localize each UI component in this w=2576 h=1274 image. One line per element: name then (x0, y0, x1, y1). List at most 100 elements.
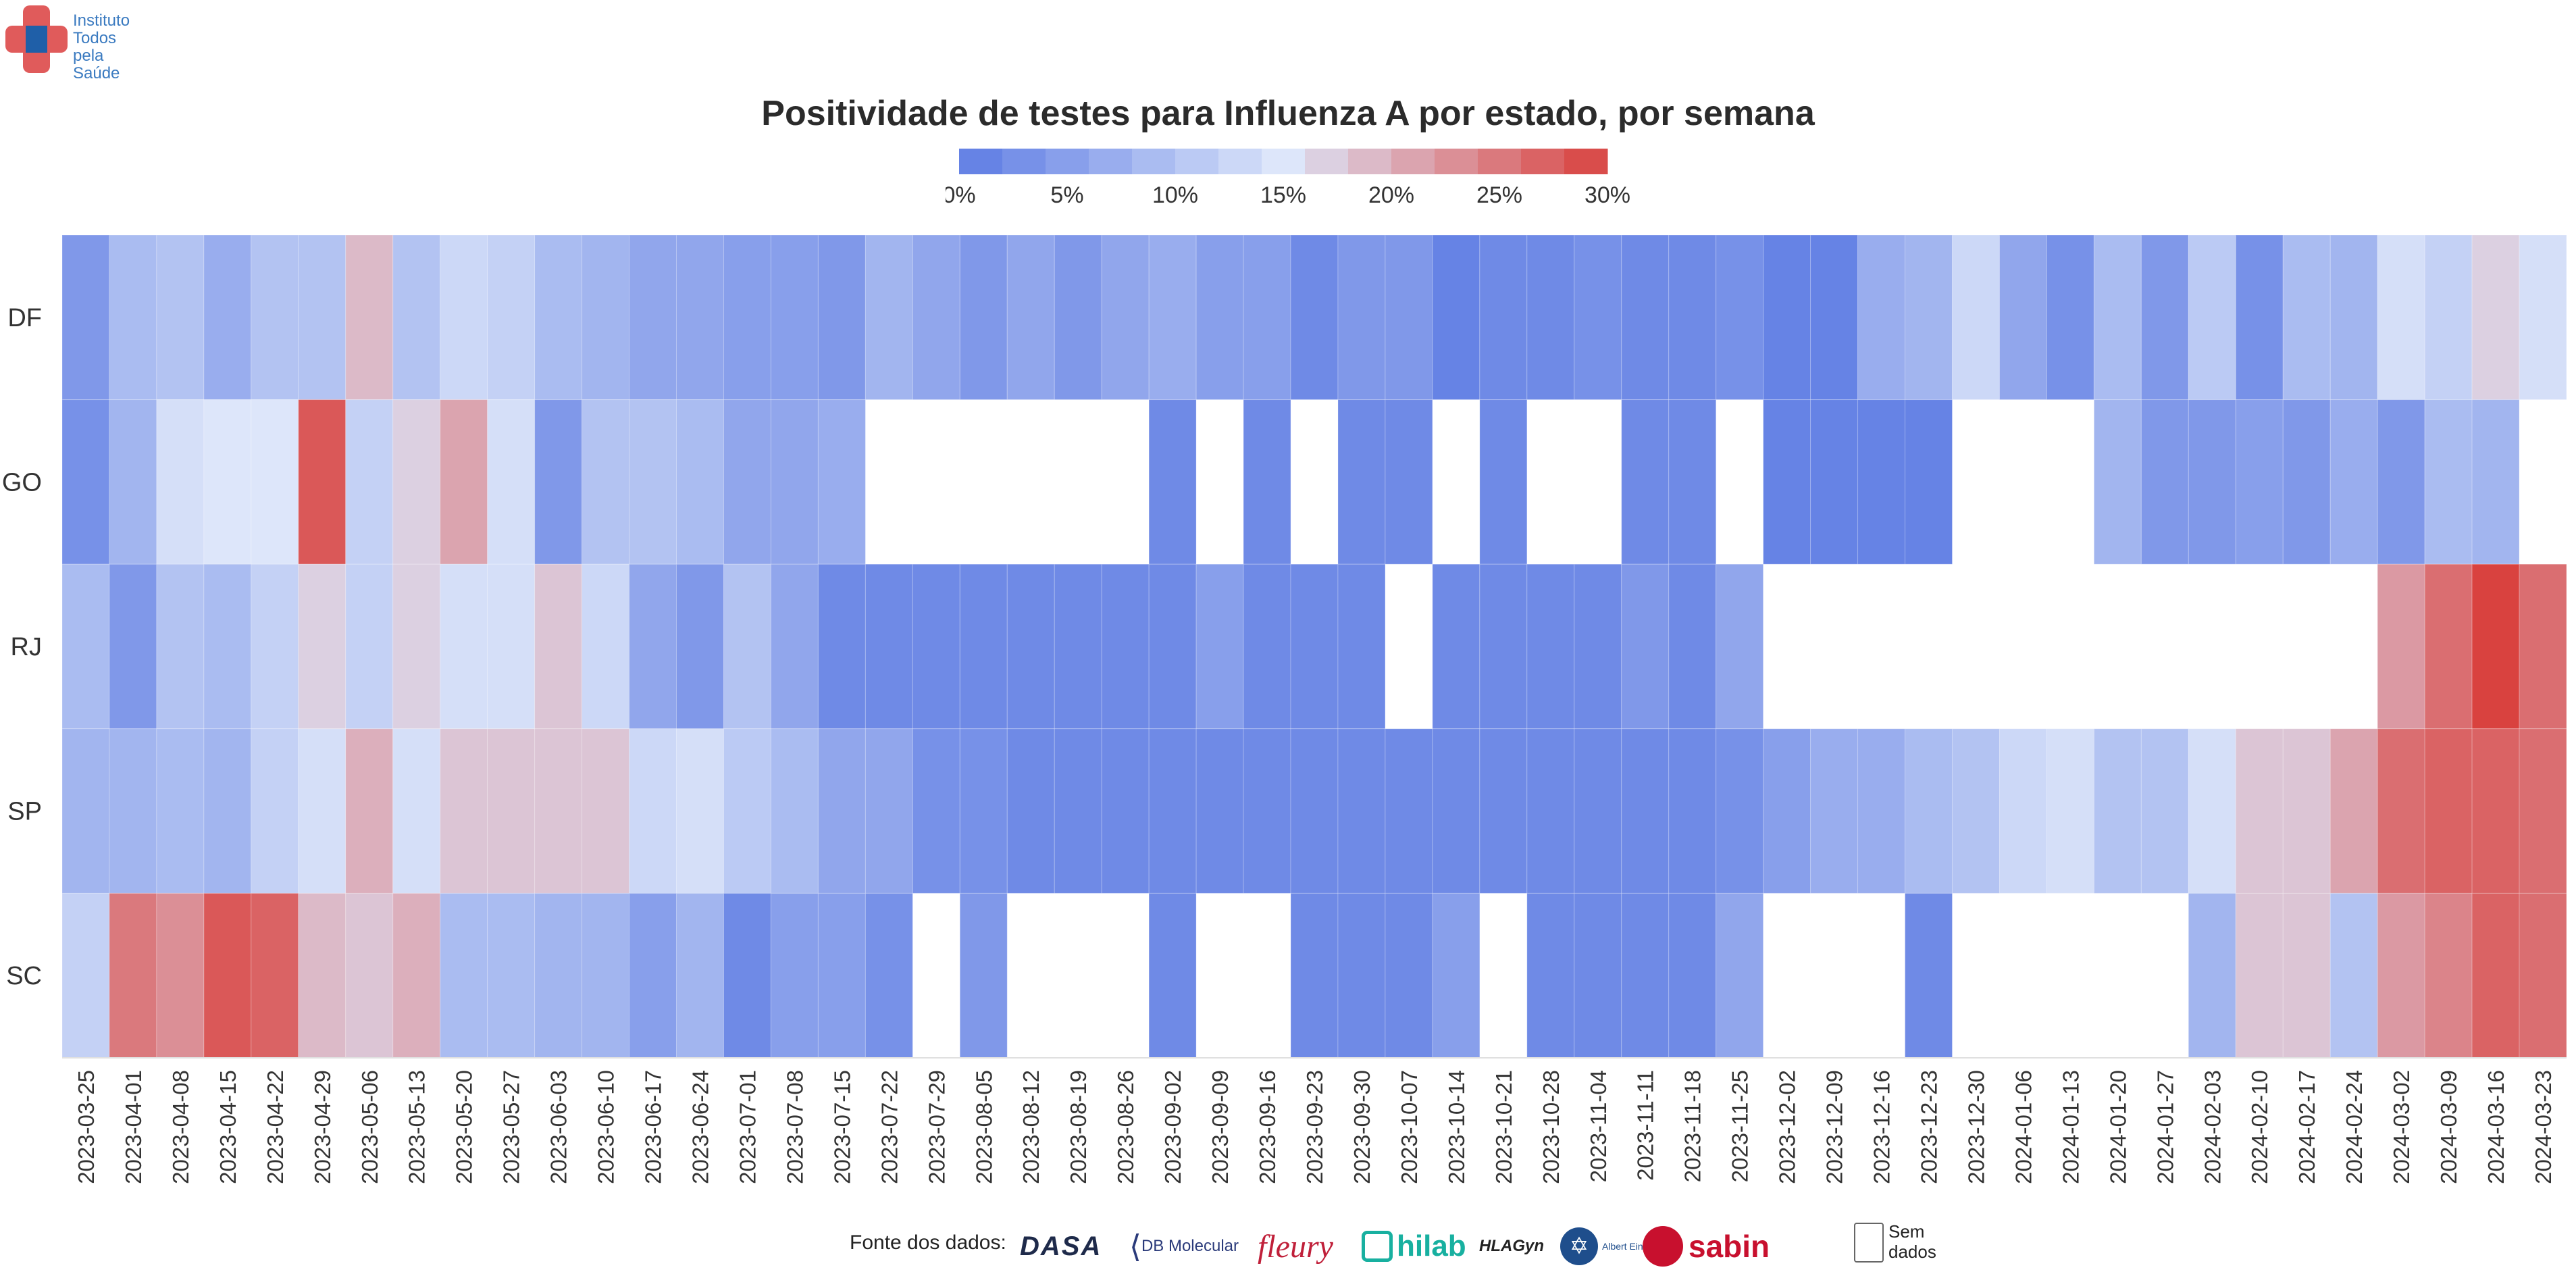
heatmap-cell (487, 234, 536, 401)
heatmap-cell (1905, 399, 1953, 565)
heatmap-cell (1054, 728, 1102, 894)
heatmap-cell (298, 563, 346, 730)
heatmap-cell (1716, 892, 1764, 1059)
heatmap-cell (1810, 399, 1859, 565)
column-label: 2023-06-24 (688, 1070, 713, 1184)
heatmap-cell (1857, 728, 1906, 894)
heatmap-cell (2093, 234, 2142, 401)
heatmap-cell (676, 892, 724, 1059)
heatmap-cell (817, 728, 866, 894)
heatmap-cell (345, 563, 394, 730)
heatmap-cell (629, 399, 677, 565)
heatmap-cell (2424, 563, 2473, 730)
heatmap-cell (1101, 563, 1150, 730)
heatmap-cell (770, 892, 819, 1059)
db-molecular-mark-icon: ⟨ (1129, 1229, 1141, 1264)
heatmap-cell (109, 728, 157, 894)
column-label: 2024-02-03 (2200, 1070, 2225, 1184)
heatmap-cell (1857, 399, 1906, 565)
heatmap-cell (487, 399, 536, 565)
partner-logo-fleury: fleury (1258, 1228, 1333, 1265)
heatmap: DF GO RJ SP SC 2023-03-25 2023-04-01 2023-04-08… (2, 234, 2567, 1184)
heatmap-cell (61, 399, 110, 565)
heatmap-cell (534, 892, 583, 1059)
heatmap-cell (2140, 234, 2189, 401)
heatmap-cell (912, 563, 960, 730)
column-label: 2023-06-10 (594, 1070, 619, 1184)
heatmap-cell (2519, 892, 2567, 1059)
heatmap-cell (770, 399, 819, 565)
heatmap-cell (1999, 234, 2047, 401)
heatmap-cell (1905, 728, 1953, 894)
colorbar-step (1002, 149, 1046, 174)
heatmap-cell (1905, 234, 1953, 401)
heatmap-cell (723, 234, 771, 401)
column-label: 2023-11-04 (1586, 1070, 1611, 1182)
column-label: 2023-04-08 (168, 1070, 193, 1184)
row-label: SP (7, 798, 42, 826)
partner-logo-hlagyn: HLAGyn (1479, 1237, 1544, 1255)
colorbar-step (1305, 149, 1349, 174)
heatmap-cell (251, 728, 299, 894)
heatmap-cell (156, 563, 205, 730)
heatmap-cell (1716, 234, 1764, 401)
column-label: 2024-03-16 (2483, 1070, 2508, 1184)
heatmap-cell (676, 728, 724, 894)
heatmap-cell (2046, 728, 2094, 894)
colorbar-tick-label: 20% (1368, 182, 1414, 208)
partner-logo-hilab: hilab (1362, 1223, 1466, 1270)
row-label: RJ (11, 633, 42, 661)
heatmap-cell (2329, 892, 2378, 1059)
heatmap-cell (392, 563, 441, 730)
heatmap-cell (1432, 234, 1480, 401)
heatmap-cell (1763, 399, 1811, 565)
heatmap-cell (676, 234, 724, 401)
heatmap-cell (1574, 234, 1622, 401)
column-label: 2023-04-29 (310, 1070, 335, 1184)
heatmap-cell (2519, 234, 2567, 401)
heatmap-cell (203, 728, 252, 894)
heatmap-cell (1668, 399, 1717, 565)
heatmap-cell (298, 399, 346, 565)
heatmap-cell (1385, 234, 1433, 401)
column-label: 2023-10-07 (1397, 1070, 1422, 1184)
heatmap-cell (817, 892, 866, 1059)
partner-logo-db-molecular: ⟨ DB Molecular (1129, 1229, 1239, 1264)
heatmap-cell (2329, 399, 2378, 565)
heatmap-cell (1243, 234, 1291, 401)
heatmap-cell (1574, 728, 1622, 894)
column-label: 2023-08-12 (1019, 1070, 1044, 1184)
heatmap-cell (2377, 892, 2425, 1059)
column-label: 2023-11-11 (1633, 1070, 1658, 1181)
heatmap-cell (61, 728, 110, 894)
heatmap-cell (345, 728, 394, 894)
heatmap-cell (1526, 234, 1575, 401)
heatmap-cell (2188, 728, 2236, 894)
column-label: 2023-07-22 (877, 1070, 902, 1184)
heatmap-cell (109, 563, 157, 730)
hilab-mark-icon (1362, 1231, 1393, 1262)
column-label: 2023-07-29 (924, 1070, 949, 1184)
colorbar-step (1089, 149, 1133, 174)
heatmap-cell (1385, 892, 1433, 1059)
heatmap-cell (1243, 728, 1291, 894)
column-label: 2023-10-28 (1539, 1070, 1564, 1184)
heatmap-cell (392, 399, 441, 565)
logo-text: Instituto Todos pela Saúde (73, 12, 130, 82)
heatmap-cell (1668, 892, 1717, 1059)
colorbar-step (1435, 149, 1478, 174)
heatmap-cell (865, 892, 913, 1059)
column-label: 2024-01-13 (2058, 1070, 2083, 1184)
heatmap-cell (1574, 892, 1622, 1059)
source-label: Fonte dos dados: (850, 1231, 1006, 1254)
row-label: DF (7, 304, 42, 332)
heatmap-cell (582, 234, 630, 401)
column-label: 2023-04-15 (215, 1070, 240, 1184)
heatmap-cell (1668, 563, 1717, 730)
heatmap-cell (251, 234, 299, 401)
heatmap-cell (534, 728, 583, 894)
heatmap-cell (582, 728, 630, 894)
heatmap-cell (2235, 728, 2284, 894)
colorbar-tick-label: 5% (1050, 182, 1083, 208)
heatmap-cell (251, 563, 299, 730)
